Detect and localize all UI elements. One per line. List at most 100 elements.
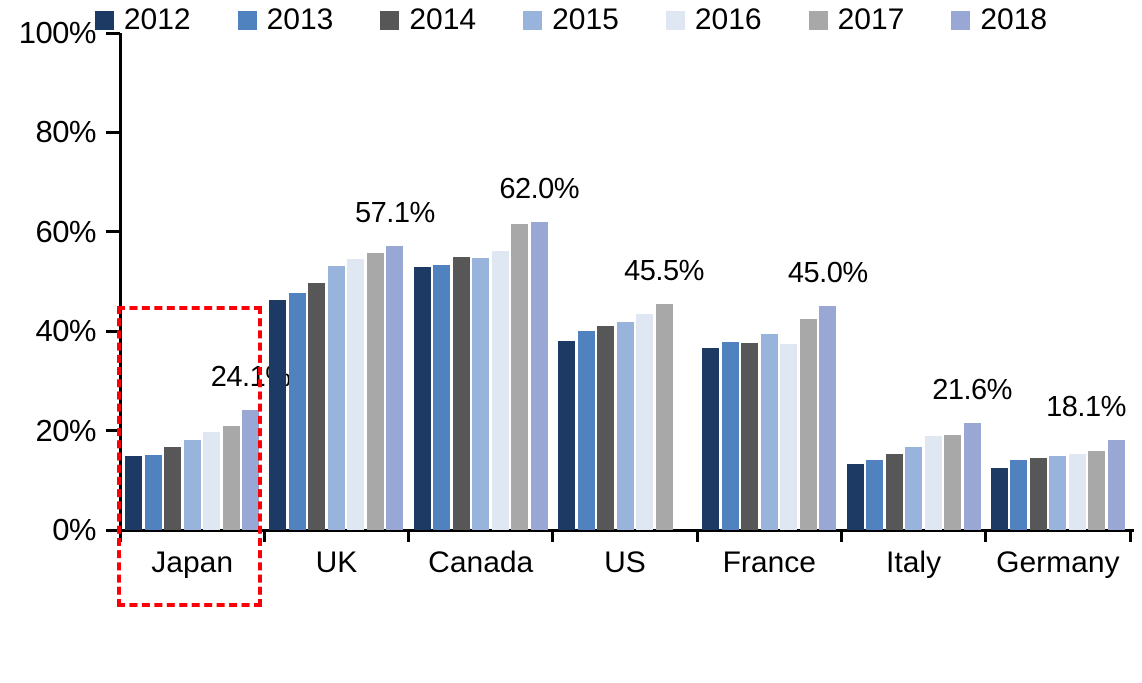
y-axis-tick	[106, 429, 120, 433]
bar-canada-2015	[472, 258, 490, 530]
legend-item-2013: 2013	[237, 3, 334, 37]
legend-item-2015: 2015	[523, 3, 619, 37]
legend-swatch-icon	[380, 10, 400, 30]
data-label-uk: 57.1%	[355, 197, 435, 230]
bar-france-2016	[780, 344, 798, 530]
x-axis-tick	[984, 530, 988, 542]
legend-swatch-icon	[523, 10, 543, 30]
bar-uk-2017	[366, 252, 384, 530]
legend-label: 2018	[980, 3, 1048, 36]
bar-japan-2016	[203, 431, 221, 530]
highlight-box-japan	[117, 306, 263, 607]
bar-japan-2017	[222, 425, 240, 530]
y-axis-tick	[106, 528, 120, 532]
y-axis-label: 100%	[18, 15, 97, 50]
legend-item-2014: 2014	[380, 3, 476, 37]
legend: 2012 2013 2014 2015 2016 2017 2018	[0, 0, 1142, 40]
bar-uk-2016	[347, 259, 365, 530]
legend-item-2012: 2012	[94, 3, 191, 37]
bar-france-2014	[741, 342, 759, 530]
bar-italy-2012	[846, 463, 864, 530]
bar-canada-2013	[433, 264, 451, 530]
y-axis-label: 80%	[35, 114, 96, 150]
category-label-germany: Germany	[996, 546, 1120, 579]
bar-canada-2018	[530, 221, 548, 530]
x-axis-tick	[262, 530, 266, 542]
bar-us-2013	[577, 330, 595, 530]
y-axis-tick	[106, 130, 120, 134]
bar-germany-2015	[1049, 456, 1067, 530]
x-axis-tick	[839, 530, 843, 542]
legend-label: 2017	[837, 3, 905, 36]
legend-swatch-icon	[94, 10, 114, 30]
legend-label: 2014	[409, 3, 477, 36]
y-axis-tick	[106, 329, 120, 333]
bar-italy-2014	[885, 454, 903, 530]
bar-france-2012	[702, 348, 720, 530]
y-axis-label: 20%	[35, 412, 96, 448]
bar-canada-2012	[413, 267, 431, 530]
y-axis-tick	[106, 230, 120, 234]
bar-uk-2012	[269, 299, 287, 530]
category-label-italy: Italy	[886, 546, 942, 579]
bar-germany-2018	[1107, 440, 1125, 530]
category-label-us: US	[604, 546, 646, 579]
bar-italy-2018	[963, 422, 981, 530]
bar-germany-2013	[1010, 460, 1028, 530]
bar-us-2012	[558, 340, 575, 530]
bar-germany-2012	[990, 467, 1008, 530]
bar-germany-2017	[1088, 451, 1106, 530]
x-axis-line	[118, 528, 1134, 532]
bar-italy-2016	[924, 436, 942, 530]
x-axis-tick	[407, 530, 411, 542]
category-label-japan: Japan	[151, 546, 234, 579]
legend-item-2018: 2018	[951, 3, 1047, 37]
bar-japan-2013	[144, 455, 162, 530]
y-axis-label: 0%	[52, 512, 96, 547]
legend-swatch-icon	[665, 10, 685, 30]
bar-canada-2014	[452, 257, 470, 530]
data-label-us: 45.5%	[624, 254, 704, 287]
bar-japan-2012	[125, 455, 143, 530]
legend-label: 2015	[552, 3, 619, 36]
bar-uk-2013	[288, 292, 306, 530]
legend-label: 2016	[694, 3, 762, 36]
category-label-france: France	[722, 546, 816, 579]
legend-label: 2013	[266, 3, 334, 36]
bar-france-2018	[819, 306, 837, 530]
bar-us-2015	[616, 321, 634, 530]
x-axis-tick	[1128, 530, 1132, 542]
bar-us-2016	[636, 314, 653, 530]
bar-uk-2014	[308, 283, 326, 530]
y-axis-label: 60%	[35, 213, 96, 249]
bar-italy-2015	[905, 446, 923, 530]
legend-item-2017: 2017	[808, 3, 905, 37]
bar-us-2017	[655, 303, 673, 530]
legend-swatch-icon	[951, 10, 971, 30]
legend-swatch-icon	[237, 10, 257, 30]
x-axis-tick	[551, 530, 555, 542]
bar-italy-2013	[866, 460, 884, 530]
bar-uk-2015	[327, 265, 345, 530]
x-axis-tick	[695, 530, 699, 542]
bar-canada-2017	[511, 224, 529, 530]
bar-france-2013	[721, 342, 739, 530]
data-label-italy: 21.6%	[932, 373, 1012, 406]
category-label-canada: Canada	[428, 546, 534, 579]
legend-item-2016: 2016	[665, 3, 762, 37]
bar-germany-2016	[1068, 453, 1086, 530]
category-label-uk: UK	[315, 546, 358, 579]
bar-japan-2014	[164, 447, 182, 530]
bar-us-2014	[597, 326, 614, 530]
y-axis-label: 40%	[35, 313, 96, 349]
data-label-france: 45.0%	[787, 257, 868, 290]
y-axis-tick	[106, 31, 120, 35]
bar-canada-2016	[491, 251, 509, 530]
bar-japan-2018	[242, 410, 260, 530]
data-label-germany: 18.1%	[1046, 391, 1126, 424]
bar-france-2015	[760, 334, 778, 530]
legend-swatch-icon	[808, 10, 828, 30]
data-label-canada: 62.0%	[499, 172, 580, 205]
legend-label: 2012	[123, 3, 191, 36]
